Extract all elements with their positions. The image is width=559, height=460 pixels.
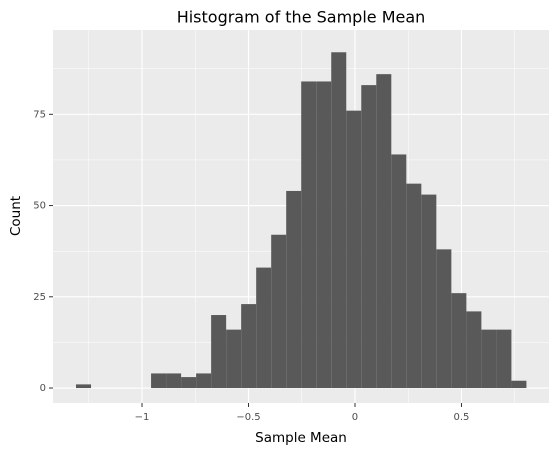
bar — [211, 315, 227, 389]
bar — [301, 81, 317, 389]
bar — [286, 190, 302, 389]
bar — [451, 293, 467, 389]
x-axis-label: Sample Mean — [255, 430, 347, 446]
x-tick-label: −0.5 — [236, 412, 260, 423]
y-tick-label: 75 — [33, 109, 46, 120]
bar — [511, 380, 527, 389]
x-tick-label: −1 — [135, 412, 150, 423]
bar — [316, 81, 332, 389]
bar — [406, 183, 422, 389]
bar — [496, 329, 512, 389]
x-tick-label: 0.5 — [454, 412, 470, 423]
bar — [151, 373, 167, 389]
y-tick-label: 0 — [40, 383, 46, 394]
y-tick-label: 25 — [33, 292, 46, 303]
bar — [361, 85, 377, 389]
bar — [256, 267, 272, 389]
bar — [196, 373, 212, 389]
bar — [376, 74, 392, 389]
bar — [241, 304, 257, 389]
bar — [481, 329, 497, 389]
bar — [346, 110, 362, 389]
bar — [76, 384, 92, 389]
bar — [166, 373, 182, 389]
bar — [226, 329, 242, 389]
bar — [436, 249, 452, 389]
bar — [331, 52, 347, 389]
y-axis-label: Count — [8, 196, 24, 236]
bar — [271, 234, 287, 389]
bar — [391, 154, 407, 389]
bar — [421, 194, 437, 389]
x-tick-label: 0 — [352, 412, 358, 423]
bar — [466, 311, 482, 389]
bar — [181, 377, 197, 389]
chart-title: Histogram of the Sample Mean — [177, 8, 426, 27]
y-tick-label: 50 — [33, 201, 46, 212]
